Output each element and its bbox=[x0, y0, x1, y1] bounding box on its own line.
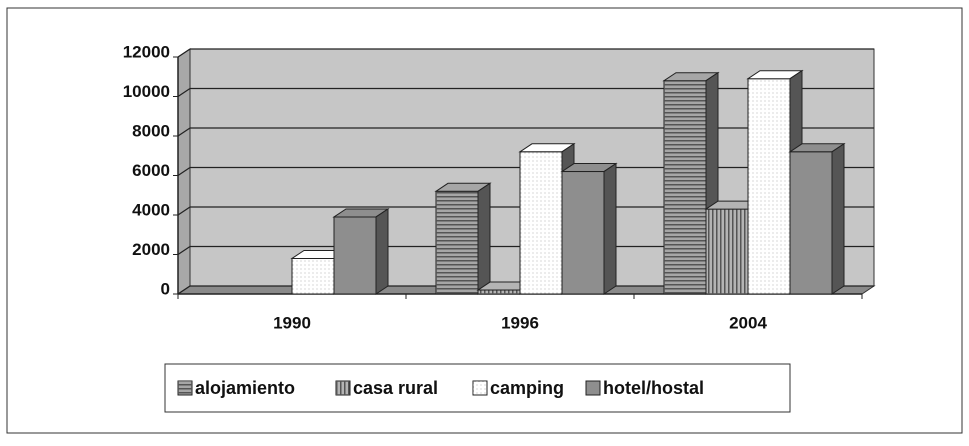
legend-label: casa rural bbox=[353, 378, 438, 398]
y-tick-label: 6000 bbox=[132, 161, 170, 180]
bar-front-texture bbox=[520, 151, 562, 294]
y-tick-label: 10000 bbox=[123, 82, 170, 101]
bar-front-texture bbox=[478, 290, 520, 294]
grid-line-side bbox=[177, 88, 191, 97]
grid-line-side bbox=[177, 127, 191, 137]
bar-front-texture bbox=[664, 80, 706, 294]
x-tick-label: 1990 bbox=[273, 313, 311, 332]
legend-swatch-texture bbox=[586, 381, 600, 395]
y-tick-label: 2000 bbox=[132, 240, 170, 259]
bar bbox=[332, 208, 390, 295]
bar bbox=[662, 71, 720, 295]
legend-label: camping bbox=[490, 378, 564, 398]
grid-line-side bbox=[177, 246, 191, 255]
bar-front-texture bbox=[334, 216, 376, 294]
x-tick-label: 1996 bbox=[501, 313, 539, 332]
legend-label: hotel/hostal bbox=[603, 378, 704, 398]
bar bbox=[434, 182, 492, 295]
bar-front-texture bbox=[292, 258, 334, 294]
y-tick-label: 0 bbox=[161, 279, 170, 298]
legend-label: alojamiento bbox=[195, 378, 295, 398]
bar-front-texture bbox=[790, 151, 832, 294]
y-tick-label: 8000 bbox=[132, 121, 170, 140]
frame bbox=[6, 7, 963, 434]
grid-line-side bbox=[177, 206, 191, 216]
legend-swatch-texture bbox=[178, 381, 192, 395]
bar-side bbox=[603, 162, 617, 295]
bar bbox=[788, 142, 846, 295]
bar-side bbox=[477, 182, 491, 295]
bar-side bbox=[831, 142, 845, 295]
bar-front-texture bbox=[436, 191, 478, 294]
bar bbox=[560, 162, 618, 295]
bar-front-texture bbox=[562, 171, 604, 294]
legend bbox=[164, 363, 791, 413]
bar-front-texture bbox=[748, 78, 790, 294]
legend-swatch-texture bbox=[336, 381, 350, 395]
grid-line-side bbox=[177, 167, 191, 176]
y-tick-label: 4000 bbox=[132, 200, 170, 219]
grid-line-side bbox=[177, 285, 191, 295]
bar-front-texture bbox=[706, 209, 748, 294]
y-tick-label: 12000 bbox=[123, 42, 170, 61]
legend-swatch-texture bbox=[473, 381, 487, 395]
grid-line-side bbox=[177, 48, 191, 58]
bar-side bbox=[375, 208, 389, 295]
x-tick-label: 2004 bbox=[729, 313, 767, 332]
